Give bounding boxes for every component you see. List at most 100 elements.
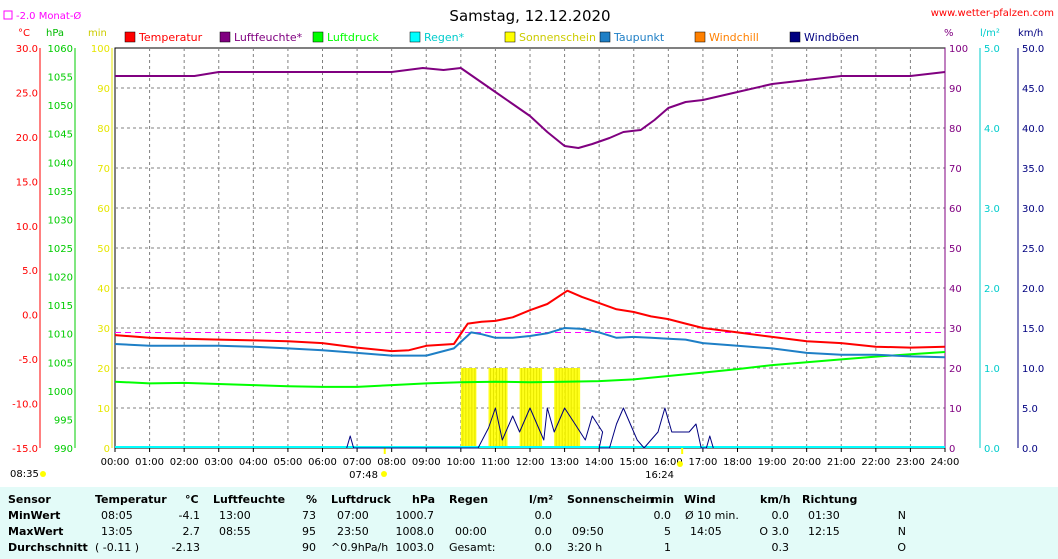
avg-temp-time: ( -0.11 ) — [95, 541, 140, 554]
chart-title: Samstag, 12.12.2020 — [449, 7, 610, 25]
x-tick-label: 13:00 — [550, 457, 579, 468]
summary-table: Sensor Temperatur °C Luftfeuchte % Luftd… — [0, 487, 1058, 559]
row-label-min: MinWert — [8, 509, 61, 522]
x-tick-label: 15:00 — [619, 457, 648, 468]
row-label-max: MaxWert — [8, 525, 64, 538]
pressure-axis-tick-label: 1020 — [48, 273, 73, 284]
x-tick-label: 21:00 — [827, 457, 856, 468]
min-sun-value: 0.0 — [653, 509, 672, 522]
x-tick-label: 23:00 — [896, 457, 925, 468]
sun-axis-tick-label: 90 — [97, 84, 110, 95]
percent-axis-tick-label: 80 — [949, 124, 962, 135]
unit-temp: °C — [18, 28, 30, 39]
x-tick-label: 24:00 — [931, 457, 960, 468]
wind-axis-tick-label: 45.0 — [1022, 84, 1044, 95]
legend-swatch — [694, 31, 706, 43]
site-link[interactable]: www.wetter-pfalzen.com — [931, 8, 1054, 19]
pressure-axis-tick-label: 1050 — [48, 101, 73, 112]
temp-axis-tick-label: 25.0 — [16, 88, 38, 99]
rain-axis-tick-label: 2.0 — [984, 284, 1000, 295]
pressure-axis-tick-label: 1015 — [48, 301, 73, 312]
col-header-pressure: Luftdruck — [331, 493, 391, 506]
col-header-temperature-unit: °C — [185, 493, 199, 506]
wind-axis-tick-label: 40.0 — [1022, 124, 1044, 135]
legend-label: Luftdruck — [327, 31, 379, 44]
chart-series — [114, 67, 946, 449]
pressure-axis-tick-label: 1030 — [48, 215, 73, 226]
max-hum-time: 08:55 — [219, 525, 251, 538]
legend-label: Windböen — [804, 31, 859, 44]
max-sun-time: 09:50 — [572, 525, 604, 538]
percent-axis-tick-label: 20 — [949, 364, 962, 375]
sun-axis-tick-label: 40 — [97, 284, 110, 295]
wind-axis-tick-label: 0.0 — [1022, 444, 1038, 455]
pressure-axis-tick-label: 1000 — [48, 387, 73, 398]
min-temp-value: -4.1 — [178, 509, 200, 522]
month-avg-marker-icon — [3, 10, 13, 20]
chart-legend: Temperatur Luftfeuchte* Luftdruck Regen* Son… — [124, 31, 859, 44]
percent-axis-tick-label: 70 — [949, 164, 962, 175]
legend-label: Regen* — [424, 31, 465, 44]
avg-hum-value: 90 — [302, 541, 316, 554]
row-label-avg: Durchschnitt — [8, 541, 88, 554]
series-taupunkt-line — [114, 327, 946, 359]
month-avg-label: -2.0 Monat-Ø — [16, 10, 81, 22]
temp-axis-tick-label: 0.0 — [22, 311, 38, 322]
wind-axis-tick-label: 35.0 — [1022, 164, 1044, 175]
wind-axis-tick-label: 5.0 — [1022, 404, 1038, 415]
unit-rain: l/m² — [980, 28, 1000, 39]
series-temperatur-line — [114, 289, 946, 353]
max-rain-time: 00:00 — [455, 525, 487, 538]
x-tick-label: 01:00 — [135, 457, 164, 468]
wind-axis-tick-label: 15.0 — [1022, 324, 1044, 335]
col-header-wind-unit: km/h — [760, 493, 791, 506]
min-hum-value: 73 — [302, 509, 316, 522]
col-header-rain-unit: l/m² — [529, 493, 554, 506]
percent-axis-tick-label: 10 — [949, 404, 962, 415]
pressure-axis-tick-label: 1045 — [48, 130, 73, 141]
min-hum-time: 13:00 — [219, 509, 251, 522]
rain-axis-tick-label: 0.0 — [984, 444, 1000, 455]
percent-axis-tick-label: 40 — [949, 284, 962, 295]
sun-axis-tick-label: 20 — [97, 364, 110, 375]
max-temp-value: 2.7 — [182, 525, 201, 538]
current-time: 08:35 — [10, 469, 39, 480]
legend-label: Temperatur — [138, 31, 203, 44]
max-dir-time: 12:15 — [808, 525, 840, 538]
x-tick-label: 00:00 — [101, 457, 130, 468]
col-header-sunshine-unit: min — [651, 493, 675, 506]
percent-axis-tick-label: 60 — [949, 204, 962, 215]
min-rain-value: 0.0 — [534, 509, 553, 522]
x-tick-label: 20:00 — [792, 457, 821, 468]
x-tick-label: 11:00 — [481, 457, 510, 468]
avg-rain-label: Gesamt: — [449, 541, 496, 554]
legend-swatch — [312, 31, 324, 43]
temp-axis-tick-label: -15.0 — [12, 444, 38, 455]
pressure-axis-tick-label: 1025 — [48, 244, 73, 255]
min-press-time: 07:00 — [337, 509, 369, 522]
legend-label: Luftfeuchte* — [234, 31, 303, 44]
current-time-sun-icon — [40, 471, 46, 477]
legend-swatch — [409, 31, 421, 43]
min-temp-time: 08:05 — [101, 509, 133, 522]
max-press-value: 1008.0 — [395, 525, 435, 538]
temp-axis-tick-label: 5.0 — [22, 266, 38, 277]
sunrise-time: 07:48 — [349, 470, 378, 481]
legend-swatch — [124, 31, 136, 43]
chart-axes: 00:00 01:00 02:00 03:00 04:00 05:00 06:00 07:00… — [12, 44, 1044, 468]
col-header-direction: Richtung — [802, 493, 858, 506]
wind-axis-tick-label: 10.0 — [1022, 364, 1044, 375]
temp-axis-tick-label: 30.0 — [16, 44, 38, 55]
col-header-humidity: Luftfeuchte — [213, 493, 286, 506]
x-tick-label: 14:00 — [585, 457, 614, 468]
x-tick-label: 05:00 — [274, 457, 303, 468]
x-tick-label: 09:00 — [412, 457, 441, 468]
sunshine-bar — [488, 368, 508, 448]
legend-swatch — [789, 31, 801, 43]
col-header-pressure-unit: hPa — [412, 493, 436, 506]
avg-wind-value: 0.3 — [771, 541, 790, 554]
max-hum-value: 95 — [302, 525, 316, 538]
x-tick-label: 19:00 — [758, 457, 787, 468]
pressure-axis-tick-label: 1010 — [48, 330, 73, 341]
temp-axis-tick-label: 20.0 — [16, 133, 38, 144]
